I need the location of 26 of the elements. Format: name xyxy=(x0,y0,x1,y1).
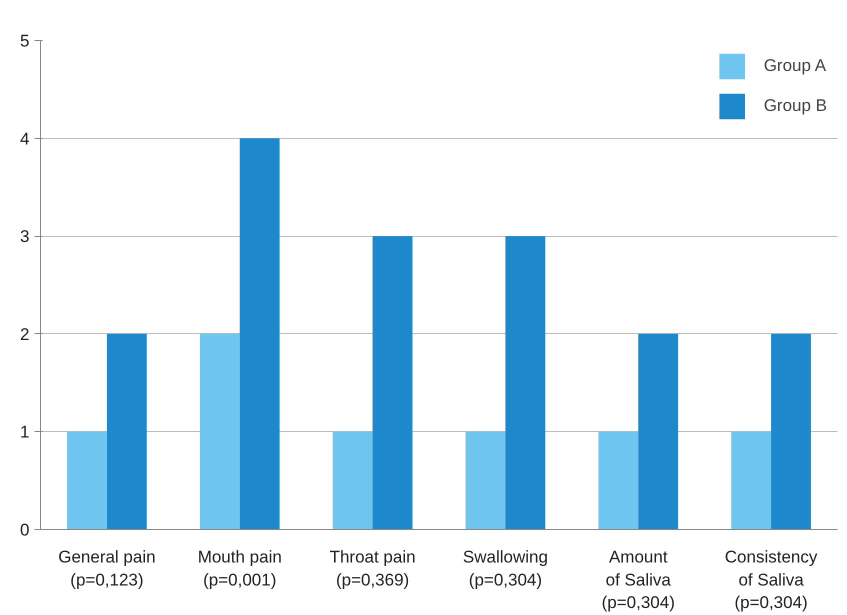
y-tick-label: 3 xyxy=(20,227,30,246)
bar xyxy=(638,334,678,530)
bar xyxy=(372,236,412,530)
bar xyxy=(67,432,107,530)
y-tick-label: 0 xyxy=(20,520,30,540)
bar xyxy=(240,138,280,530)
x-tick-label: Throat pain (p=0,369) xyxy=(330,548,416,590)
bar xyxy=(106,334,147,530)
x-tick-label: Consistency of Saliva (p=0,304) xyxy=(724,548,818,612)
x-tick-label: Swallowing (p=0,304) xyxy=(462,548,548,590)
bar xyxy=(771,334,811,530)
x-tick-label: Mouth pain (p=0,001) xyxy=(198,548,282,590)
y-tick-label: 2 xyxy=(20,324,30,344)
bar xyxy=(466,432,506,530)
legend-label: Group B xyxy=(764,96,827,116)
bar xyxy=(731,432,772,530)
y-tick-label: 5 xyxy=(20,32,30,50)
y-tick-label: 4 xyxy=(20,129,30,148)
x-tick-label: Amount of Saliva (p=0,304) xyxy=(602,548,675,612)
bar xyxy=(505,236,546,530)
legend-label: Group A xyxy=(764,56,826,76)
bar xyxy=(598,432,638,530)
y-tick-label: 1 xyxy=(20,422,30,442)
bar xyxy=(200,334,240,530)
x-tick-label: General pain (p=0,123) xyxy=(58,548,156,590)
bar xyxy=(332,432,373,530)
